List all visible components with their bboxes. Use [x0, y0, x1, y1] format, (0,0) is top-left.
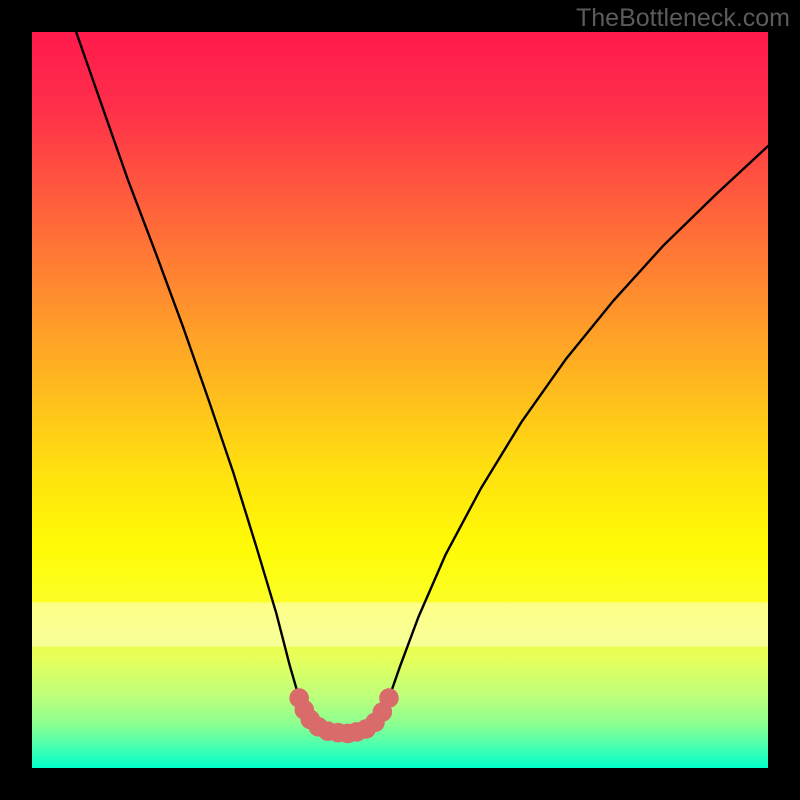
plot-background: [32, 32, 768, 768]
chart-canvas: TheBottleneck.com: [0, 0, 800, 800]
watermark-text: TheBottleneck.com: [576, 4, 790, 33]
bottleneck-curve-chart: [0, 0, 800, 800]
highlight-band: [32, 602, 768, 646]
highlight-marker: [379, 688, 399, 708]
